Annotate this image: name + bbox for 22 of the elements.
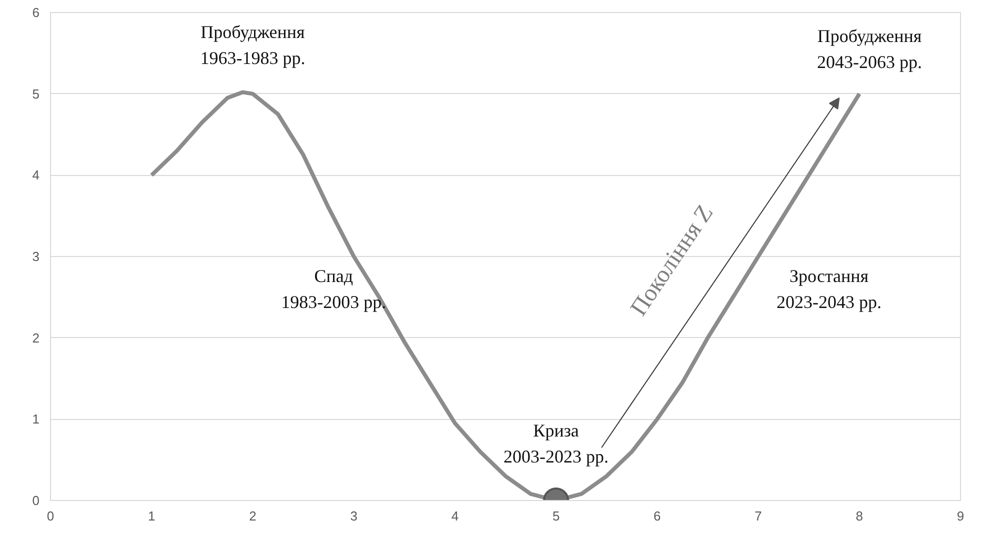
x-tick-label: 5 (552, 508, 560, 524)
y-tick-label: 4 (32, 168, 40, 183)
annotation: Криза 2003-2023 рр. (504, 420, 609, 467)
x-tick-label: 4 (451, 508, 459, 524)
annotation: Зростання 2023-2043 рр. (776, 266, 882, 312)
x-tick-label: 7 (754, 508, 762, 524)
annotation: Пробудження 1963-1983 рр. (200, 22, 306, 68)
annotation: Спад 1983-2003 рр. (281, 266, 386, 312)
y-tick-label: 0 (32, 493, 40, 508)
y-tick-label: 3 (32, 249, 40, 264)
x-tick-label: 1 (148, 508, 156, 524)
annotation: Пробудження 2043-2063 рр. (817, 26, 922, 72)
x-tick-label: 8 (856, 508, 864, 524)
x-tick-label: 3 (350, 508, 358, 524)
y-tick-label: 5 (32, 86, 40, 102)
y-tick-label: 6 (32, 5, 40, 20)
x-tick-label: 2 (249, 508, 256, 524)
x-tick-label: 9 (956, 508, 964, 524)
y-tick-label: 1 (32, 412, 40, 427)
x-tick-label: 0 (46, 508, 54, 524)
x-tick-label: 6 (654, 508, 661, 524)
y-tick-label: 2 (32, 330, 40, 346)
